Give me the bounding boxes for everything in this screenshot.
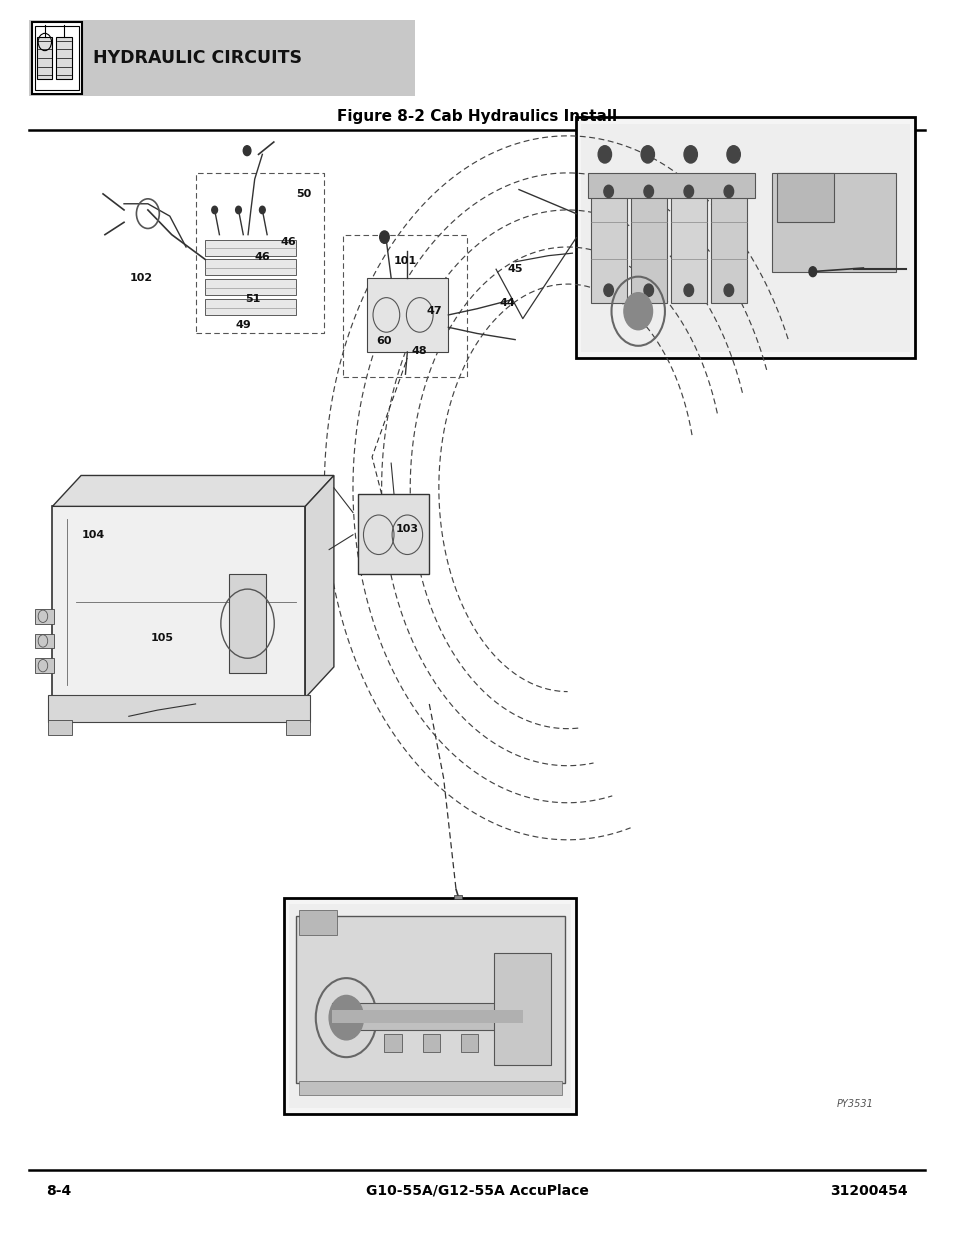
Circle shape: [683, 185, 693, 198]
Bar: [630, 179, 666, 303]
Bar: [422, 1034, 439, 1052]
Circle shape: [683, 146, 697, 163]
Text: 46: 46: [254, 252, 270, 262]
Bar: [587, 173, 754, 198]
Text: 101: 101: [394, 256, 416, 266]
Bar: [229, 574, 265, 673]
Bar: [460, 1034, 477, 1052]
Text: PY3531: PY3531: [836, 1099, 873, 1109]
Bar: [357, 494, 429, 574]
Text: 60: 60: [376, 336, 392, 346]
Bar: [670, 179, 706, 303]
Bar: [384, 1034, 401, 1052]
Circle shape: [683, 284, 693, 296]
Bar: [289, 904, 571, 1108]
Bar: [35, 634, 54, 648]
Text: 50: 50: [295, 189, 311, 199]
Polygon shape: [52, 475, 334, 506]
Circle shape: [379, 231, 389, 243]
Circle shape: [603, 185, 613, 198]
Text: 46: 46: [280, 237, 295, 247]
Bar: [590, 179, 626, 303]
Text: 103: 103: [395, 524, 418, 534]
Bar: [56, 37, 71, 79]
Circle shape: [603, 284, 613, 296]
Bar: [576, 117, 914, 358]
Bar: [35, 609, 54, 624]
Text: 51: 51: [245, 294, 260, 304]
Bar: [48, 695, 310, 722]
Circle shape: [329, 995, 363, 1040]
Bar: [48, 720, 71, 735]
Bar: [367, 278, 448, 352]
Bar: [205, 240, 295, 256]
Bar: [332, 1010, 522, 1023]
Bar: [295, 916, 564, 1083]
Circle shape: [643, 284, 653, 296]
Polygon shape: [305, 475, 334, 698]
Text: 31200454: 31200454: [830, 1183, 907, 1198]
Circle shape: [235, 206, 241, 214]
Circle shape: [723, 185, 733, 198]
Bar: [35, 26, 79, 90]
Bar: [710, 179, 746, 303]
Bar: [332, 1003, 522, 1030]
Bar: [494, 953, 551, 1065]
Text: 45: 45: [507, 264, 522, 274]
Bar: [205, 279, 295, 295]
Bar: [284, 898, 576, 1114]
Circle shape: [598, 146, 611, 163]
Bar: [29, 20, 415, 96]
Text: 49: 49: [235, 320, 251, 330]
Text: 44: 44: [499, 298, 515, 308]
Bar: [298, 1081, 561, 1095]
Bar: [286, 720, 310, 735]
Bar: [776, 173, 833, 222]
Circle shape: [723, 284, 733, 296]
Circle shape: [643, 185, 653, 198]
Circle shape: [808, 267, 816, 277]
Bar: [52, 506, 305, 698]
Text: 104: 104: [82, 530, 105, 540]
Bar: [454, 895, 461, 899]
Bar: [580, 124, 909, 352]
Bar: [37, 37, 52, 79]
Text: 8-4: 8-4: [46, 1183, 71, 1198]
Circle shape: [243, 146, 251, 156]
Bar: [298, 910, 336, 935]
Text: G10-55A/G12-55A AccuPlace: G10-55A/G12-55A AccuPlace: [365, 1183, 588, 1198]
Circle shape: [640, 146, 654, 163]
Circle shape: [212, 206, 217, 214]
Bar: [205, 259, 295, 275]
Text: 48: 48: [412, 346, 427, 356]
Bar: [771, 173, 895, 272]
Circle shape: [726, 146, 740, 163]
Text: HYDRAULIC CIRCUITS: HYDRAULIC CIRCUITS: [93, 49, 302, 67]
Bar: [35, 658, 54, 673]
Circle shape: [259, 206, 265, 214]
Text: Figure 8-2 Cab Hydraulics Install: Figure 8-2 Cab Hydraulics Install: [336, 109, 617, 124]
Text: 102: 102: [130, 273, 152, 283]
Circle shape: [623, 293, 652, 330]
Text: 47: 47: [426, 306, 441, 316]
Bar: [205, 299, 295, 315]
Text: 105: 105: [151, 634, 173, 643]
Bar: [32, 22, 82, 94]
